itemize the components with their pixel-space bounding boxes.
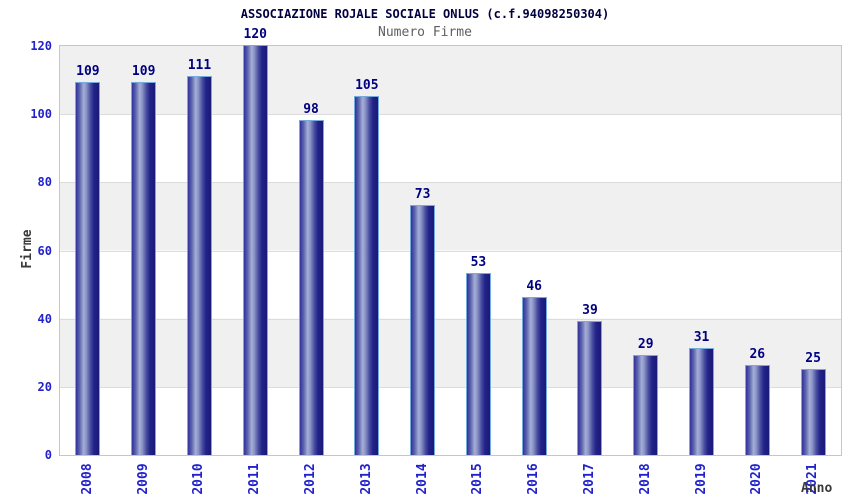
x-tick-label-2019: 2019 bbox=[693, 463, 709, 495]
bar-2015 bbox=[465, 273, 491, 455]
y-tick-label: 40 bbox=[37, 311, 52, 326]
bar-2009 bbox=[131, 82, 157, 455]
bar-value-label: 105 bbox=[355, 78, 379, 94]
bar-value-label: 109 bbox=[131, 64, 156, 80]
bar-value-label: 46 bbox=[526, 279, 542, 295]
x-tick-label-2011: 2011 bbox=[247, 463, 263, 495]
bar-2012 bbox=[298, 120, 324, 455]
bar-value-label: 39 bbox=[582, 303, 598, 319]
x-tick-label-2017: 2017 bbox=[581, 463, 597, 495]
bar-value-label: 73 bbox=[414, 187, 431, 203]
x-tick-label-2016: 2016 bbox=[526, 463, 542, 495]
bar-value-label: 109 bbox=[76, 64, 100, 80]
y-tick-label: 60 bbox=[37, 243, 52, 258]
bar-2019 bbox=[689, 348, 715, 455]
x-tick-label-2015: 2015 bbox=[470, 463, 486, 495]
gridline-y-100 bbox=[60, 114, 841, 116]
chart-title: ASSOCIAZIONE ROJALE SOCIALE ONLUS (c.f.9… bbox=[240, 7, 610, 21]
gridline-y-40 bbox=[60, 318, 841, 320]
bar-2021 bbox=[800, 369, 826, 455]
y-tick-label: 100 bbox=[30, 107, 52, 122]
bar-value-label: 53 bbox=[470, 255, 487, 271]
x-tick-label-2012: 2012 bbox=[303, 463, 319, 495]
plot-area bbox=[59, 45, 842, 456]
y-tick-label: 0 bbox=[44, 448, 52, 462]
y-tick-label: 20 bbox=[37, 379, 52, 394]
chart-subtitle: Numero Firme bbox=[378, 25, 472, 40]
bar-2017 bbox=[577, 321, 603, 455]
y-tick-label: 120 bbox=[30, 39, 52, 53]
gridline-y-60 bbox=[60, 250, 841, 252]
x-tick-label-2008: 2008 bbox=[79, 463, 95, 495]
y-tick-label: 80 bbox=[37, 175, 52, 190]
bar-2008 bbox=[75, 82, 101, 455]
gridline-y-20 bbox=[60, 386, 841, 388]
x-tick-label-2020: 2020 bbox=[749, 463, 765, 495]
bar-value-label: 31 bbox=[693, 330, 710, 346]
bar-value-label: 25 bbox=[805, 350, 821, 366]
bar-2018 bbox=[633, 355, 659, 455]
bar-value-label: 26 bbox=[749, 347, 766, 363]
x-axis-title: Anno bbox=[801, 481, 833, 496]
bar-2013 bbox=[354, 96, 380, 455]
x-tick-label-2010: 2010 bbox=[191, 463, 207, 495]
gridline-y-80 bbox=[60, 182, 841, 184]
bar-2020 bbox=[744, 365, 770, 455]
bar-value-label: 98 bbox=[303, 101, 319, 117]
x-tick-label-2018: 2018 bbox=[637, 463, 653, 495]
bar-2010 bbox=[186, 76, 212, 455]
bar-value-label: 111 bbox=[187, 57, 212, 73]
x-tick-label-2009: 2009 bbox=[135, 463, 151, 495]
bar-value-label: 29 bbox=[637, 337, 654, 353]
bar-2011 bbox=[242, 45, 268, 455]
bar-2014 bbox=[410, 205, 436, 455]
x-tick-label-2013: 2013 bbox=[358, 463, 374, 495]
bar-value-label: 120 bbox=[243, 27, 267, 42]
x-tick-label-2014: 2014 bbox=[414, 463, 430, 495]
bar-2016 bbox=[521, 297, 547, 455]
